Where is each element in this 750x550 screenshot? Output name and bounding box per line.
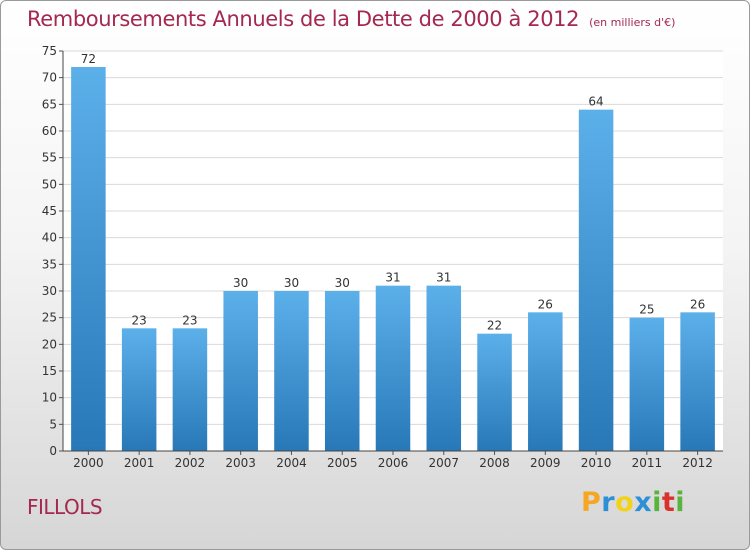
bar	[680, 312, 715, 451]
chart-title: Remboursements Annuels de la Dette de 20…	[27, 7, 580, 31]
data-label: 23	[182, 313, 197, 327]
proxiti-logo: Proxiti	[581, 487, 685, 518]
x-tick-label: 2010	[581, 456, 612, 470]
bar	[629, 317, 665, 451]
y-tick-label: 40	[42, 231, 57, 245]
y-tick-label: 20	[42, 337, 57, 351]
x-tick-label: 2001	[124, 456, 155, 470]
data-label: 26	[690, 297, 705, 311]
y-tick-label: 5	[49, 417, 57, 431]
commune-name: FILLOLS	[27, 495, 103, 519]
chart-title-row: Remboursements Annuels de la Dette de 20…	[27, 7, 675, 31]
bar	[223, 291, 258, 451]
logo-letter: i	[675, 487, 686, 518]
data-label: 30	[335, 276, 350, 290]
bar	[426, 285, 462, 451]
y-tick-label: 45	[42, 204, 57, 218]
data-label: 23	[132, 313, 147, 327]
logo-letter: o	[615, 487, 635, 518]
data-label: 30	[284, 276, 299, 290]
x-tick-label: 2005	[327, 456, 358, 470]
y-tick-label: 15	[42, 364, 57, 378]
data-label: 31	[436, 271, 451, 285]
bar	[121, 328, 157, 451]
data-label: 31	[385, 271, 400, 285]
x-tick-label: 2000	[73, 456, 104, 470]
y-tick-label: 50	[42, 177, 57, 191]
x-tick-label: 2003	[225, 456, 256, 470]
bar	[578, 109, 614, 452]
y-tick-label: 65	[42, 97, 57, 111]
y-tick-label: 70	[42, 71, 57, 85]
chart-unit: (en milliers d'€)	[589, 16, 676, 29]
y-tick-label: 55	[42, 151, 57, 165]
data-label: 25	[639, 303, 654, 317]
y-tick-label: 30	[42, 284, 57, 298]
x-tick-label: 2006	[378, 456, 409, 470]
x-tick-label: 2007	[428, 456, 459, 470]
logo-letter: x	[634, 487, 653, 518]
data-label: 30	[233, 276, 248, 290]
y-tick-label: 35	[42, 257, 57, 271]
x-tick-label: 2011	[632, 456, 663, 470]
data-label: 64	[588, 95, 603, 109]
logo-letter: i	[652, 487, 662, 518]
x-tick-label: 2002	[175, 456, 206, 470]
y-tick-label: 75	[42, 44, 57, 58]
x-tick-label: 2012	[682, 456, 713, 470]
logo-letter: t	[661, 487, 676, 518]
bar	[71, 67, 106, 451]
bar	[528, 312, 563, 451]
x-tick-label: 2008	[479, 456, 510, 470]
bar	[477, 333, 512, 451]
y-tick-label: 60	[42, 124, 57, 138]
data-label: 72	[81, 52, 96, 66]
data-label: 22	[487, 319, 502, 333]
x-tick-label: 2009	[530, 456, 561, 470]
bar	[375, 285, 411, 451]
x-tick-label: 2004	[276, 456, 307, 470]
data-label: 26	[538, 297, 553, 311]
y-tick-label: 10	[42, 391, 57, 405]
y-tick-label: 0	[49, 444, 57, 458]
logo-letter: P	[581, 487, 602, 518]
y-tick-label: 25	[42, 311, 57, 325]
bar	[172, 328, 208, 451]
logo-letter: r	[601, 487, 616, 518]
bar	[324, 291, 360, 451]
bar	[274, 291, 309, 451]
